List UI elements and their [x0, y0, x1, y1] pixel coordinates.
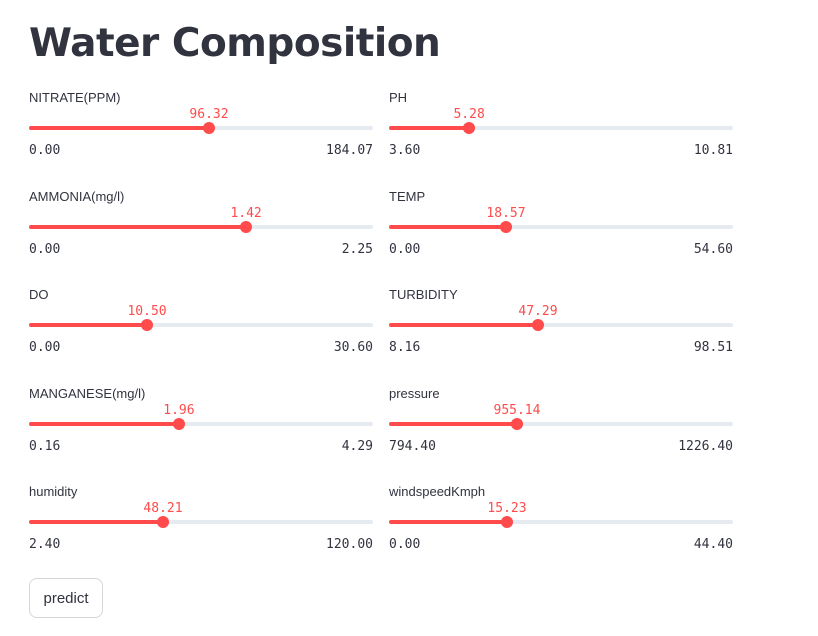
slider-label: TEMP [389, 189, 426, 204]
slider-min-label: 0.00 [29, 143, 61, 158]
slider-pressure[interactable]: pressure 955.14 794.40 1226.40 [389, 386, 733, 466]
slider-value: 15.23 [487, 501, 527, 516]
slider-min-label: 3.60 [389, 143, 421, 158]
slider-fill [29, 323, 148, 327]
slider-fill [29, 520, 163, 524]
slider-turbidity[interactable]: TURBIDITY 47.29 8.16 98.51 [389, 287, 733, 367]
slider-ph[interactable]: PH 5.28 3.60 10.81 [389, 90, 733, 170]
slider-fill [29, 126, 209, 130]
slider-thumb[interactable] [141, 319, 154, 331]
slider-thumb[interactable] [510, 418, 523, 430]
slider-label: DO [29, 287, 49, 302]
slider-track[interactable]: 10.50 [29, 304, 373, 331]
slider-value: 5.28 [453, 107, 485, 122]
slider-track[interactable]: 1.96 [29, 403, 373, 430]
slider-track[interactable]: 47.29 [389, 304, 733, 331]
slider-value: 47.29 [518, 304, 558, 319]
slider-value: 955.14 [493, 403, 541, 418]
slider-min-label: 0.00 [389, 537, 421, 552]
slider-max-label: 98.51 [693, 340, 733, 355]
slider-thumb[interactable] [240, 221, 253, 233]
slider-humidity[interactable]: humidity 48.21 2.40 120.00 [29, 484, 373, 564]
slider-label: humidity [29, 484, 78, 499]
slider-fill [389, 323, 538, 327]
slider-windspeed[interactable]: windspeedKmph 15.23 0.00 44.40 [389, 484, 733, 564]
slider-ammonia[interactable]: AMMONIA(mg/l) 1.42 0.00 2.25 [29, 189, 373, 269]
slider-value: 1.42 [230, 206, 262, 221]
slider-fill [389, 126, 470, 130]
slider-track[interactable]: 1.42 [29, 206, 373, 233]
slider-min-label: 0.00 [389, 242, 421, 257]
slider-min-label: 0.00 [29, 242, 61, 257]
slider-fill [389, 422, 517, 426]
slider-max-label: 120.00 [326, 537, 373, 552]
slider-label: windspeedKmph [389, 484, 486, 499]
slider-min-label: 2.40 [29, 537, 61, 552]
slider-track[interactable]: 18.57 [389, 206, 733, 233]
slider-value: 10.50 [127, 304, 167, 319]
slider-do[interactable]: DO 10.50 0.00 30.60 [29, 287, 373, 367]
slider-label: AMMONIA(mg/l) [29, 189, 125, 204]
slider-fill [389, 520, 507, 524]
slider-max-label: 44.40 [693, 537, 733, 552]
slider-track[interactable]: 955.14 [389, 403, 733, 430]
slider-fill [29, 422, 179, 426]
slider-nitrate[interactable]: NITRATE(PPM) 96.32 0.00 184.07 [29, 90, 373, 170]
slider-thumb[interactable] [499, 221, 512, 233]
slider-thumb[interactable] [157, 516, 169, 528]
slider-max-label: 2.25 [341, 242, 373, 257]
slider-thumb[interactable] [463, 122, 476, 134]
slider-max-label: 1226.40 [678, 439, 733, 454]
slider-value: 18.57 [486, 206, 526, 221]
slider-min-label: 0.16 [29, 439, 61, 454]
slider-max-label: 184.07 [326, 143, 373, 158]
slider-track[interactable]: 5.28 [389, 107, 733, 134]
predict-button[interactable]: predict [29, 578, 103, 618]
slider-track[interactable]: 15.23 [389, 501, 733, 528]
slider-max-label: 10.81 [693, 143, 733, 158]
slider-max-label: 30.60 [333, 340, 373, 355]
slider-label: PH [389, 90, 408, 105]
slider-label: MANGANESE(mg/l) [29, 386, 146, 401]
slider-label: pressure [389, 386, 440, 401]
slider-label: TURBIDITY [389, 287, 458, 302]
slider-thumb[interactable] [531, 319, 544, 331]
slider-min-label: 8.16 [389, 340, 421, 355]
slider-temp[interactable]: TEMP 18.57 0.00 54.60 [389, 189, 733, 269]
page-title: Water Composition [29, 21, 441, 66]
slider-thumb[interactable] [172, 418, 185, 430]
slider-fill [389, 225, 506, 229]
slider-track[interactable]: 96.32 [29, 107, 373, 134]
slider-value: 48.21 [143, 501, 183, 516]
slider-min-label: 794.40 [389, 439, 436, 454]
slider-label: NITRATE(PPM) [29, 90, 121, 105]
slider-value: 1.96 [163, 403, 195, 418]
slider-manganese[interactable]: MANGANESE(mg/l) 1.96 0.16 4.29 [29, 386, 373, 466]
slider-thumb[interactable] [203, 122, 215, 134]
slider-max-label: 54.60 [693, 242, 733, 257]
slider-min-label: 0.00 [29, 340, 61, 355]
slider-fill [29, 225, 247, 229]
slider-max-label: 4.29 [341, 439, 373, 454]
slider-track[interactable]: 48.21 [29, 501, 373, 528]
slider-thumb[interactable] [500, 516, 513, 528]
slider-value: 96.32 [189, 107, 229, 122]
